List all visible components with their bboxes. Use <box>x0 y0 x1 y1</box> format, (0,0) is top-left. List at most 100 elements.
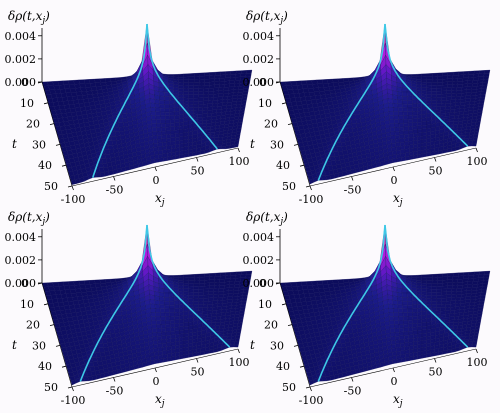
surface-cell <box>417 311 423 317</box>
surface-cell <box>167 156 172 161</box>
surface-cell <box>347 128 354 134</box>
surface-cell <box>155 111 161 117</box>
surface-cell <box>79 284 86 289</box>
surface-cell <box>430 151 435 156</box>
surface-cell <box>188 91 194 96</box>
surface-cell <box>402 99 408 105</box>
surface-cell <box>421 121 427 126</box>
surface-cell <box>426 288 433 293</box>
surface-cell <box>159 99 165 105</box>
x-axis-label: xj <box>155 191 165 208</box>
surface-cell <box>407 103 413 109</box>
surface-cell <box>169 319 175 325</box>
surface-cell <box>342 77 350 83</box>
surface-cell <box>421 353 427 359</box>
surface-cell <box>209 78 215 83</box>
surface-cell <box>391 146 397 152</box>
surface-cell <box>233 283 240 288</box>
surface-cell <box>179 315 185 320</box>
surface-cell <box>193 94 199 99</box>
surface-cell <box>116 167 122 174</box>
surface-cell <box>431 280 438 284</box>
surface-cell <box>236 298 243 303</box>
surface-cell <box>313 288 320 294</box>
surface-cell <box>73 300 80 305</box>
surface-cell <box>198 82 205 86</box>
t-tick-label: 30 <box>270 138 284 151</box>
surface-cell <box>441 291 447 296</box>
surface-cell <box>217 102 223 107</box>
surface-cell <box>426 84 433 89</box>
surface-cell <box>469 101 475 105</box>
surface-cell <box>442 279 448 284</box>
surface-cell <box>81 91 88 96</box>
z-axis-label: δρ(t,xj) <box>8 9 50 26</box>
t-tick-label: 0 <box>21 277 28 290</box>
surface-cell <box>407 296 413 302</box>
surface-cell <box>457 278 464 283</box>
surface-cell <box>173 275 179 279</box>
surface-cell <box>421 288 427 293</box>
front-curve-left <box>317 23 386 181</box>
surface-cell <box>478 271 485 275</box>
surface-cell <box>155 316 161 321</box>
surface-cell <box>80 288 87 293</box>
surface-cell <box>468 341 474 345</box>
surface-cell <box>226 302 233 307</box>
surface-cell <box>214 71 221 76</box>
surface-cell <box>174 319 180 324</box>
surface-cell <box>157 134 163 140</box>
x-tick-label: 50 <box>429 366 443 379</box>
surface-cell <box>478 274 485 279</box>
surface-cell <box>161 335 167 340</box>
surface-cell <box>464 138 470 142</box>
surface-cell <box>340 141 347 148</box>
surface-cell <box>436 294 442 299</box>
t-axis <box>41 81 73 187</box>
surface-cell <box>233 289 239 294</box>
surface-cell <box>392 299 398 305</box>
surface-cell <box>453 319 459 324</box>
front-curve-left <box>79 224 148 382</box>
x-tick-label: 100 <box>467 155 488 168</box>
surface-cell <box>194 72 200 77</box>
surface-cell <box>125 366 131 372</box>
surface-cell <box>402 300 408 306</box>
surface-cell <box>467 143 473 147</box>
surface-cell <box>99 78 106 83</box>
surface-cell <box>417 153 423 159</box>
surface-cell <box>460 336 466 340</box>
surface-cell <box>412 304 418 310</box>
surface-cell <box>355 114 361 120</box>
panel-top-right: 0.000 0.002 0.004 δρ(t,xj) 0 10 20 30 40 50 t -100 -… <box>243 9 491 208</box>
surface-cell <box>412 99 418 105</box>
surface-cell <box>452 279 459 283</box>
surface-cell <box>188 104 194 109</box>
surface-cell <box>466 290 472 295</box>
surface-cell <box>465 293 472 298</box>
surface-cell <box>461 83 468 88</box>
surface-cell <box>209 134 215 139</box>
surface-cell <box>94 279 101 284</box>
surface-cell <box>168 292 175 298</box>
surface-cell <box>446 148 452 153</box>
surface-cell <box>183 332 189 338</box>
surface-cell <box>455 303 461 308</box>
surface-cell <box>227 98 233 103</box>
surface-cell <box>448 325 454 329</box>
surface-cell <box>466 89 472 94</box>
surface-cell <box>339 338 346 344</box>
surface-cell <box>160 324 166 329</box>
surface-cell <box>406 91 413 97</box>
surface-cell <box>215 322 221 326</box>
surface-cell <box>81 291 88 297</box>
surface-cell <box>436 304 442 309</box>
z-axis-label: δρ(t,xj) <box>246 9 288 26</box>
surface-cell <box>431 295 437 299</box>
surface-cell <box>457 74 464 79</box>
surface-cell <box>399 134 405 139</box>
surface-cell <box>465 333 471 337</box>
surface-cell <box>442 78 448 83</box>
surface-cell <box>234 277 241 282</box>
surface-cell <box>198 282 205 287</box>
